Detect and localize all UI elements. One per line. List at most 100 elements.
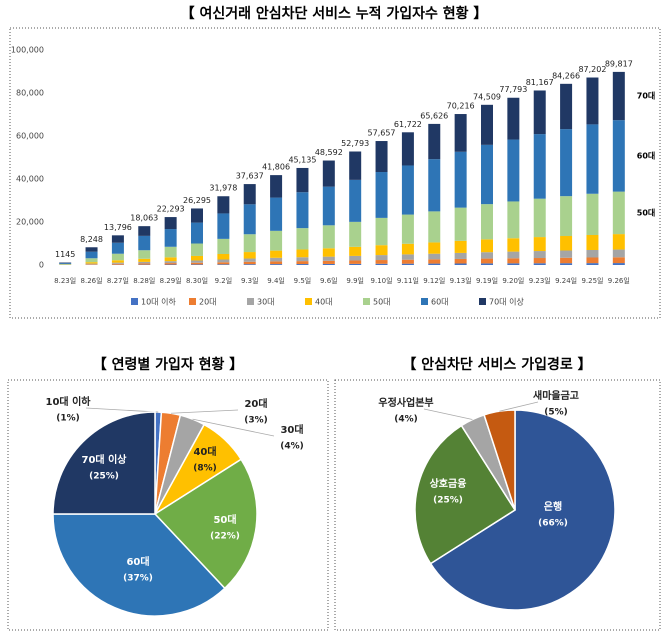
legend-swatch	[247, 298, 254, 305]
leader-line	[171, 410, 238, 413]
bar-segment	[481, 105, 493, 145]
bar-segment	[270, 264, 282, 265]
leader-line	[86, 408, 158, 412]
bar-segment	[217, 213, 229, 238]
bar-segment	[376, 255, 388, 260]
bar-segment	[428, 124, 440, 159]
bar-segment	[296, 249, 308, 257]
x-tick-label: 9.23일	[529, 276, 551, 285]
x-tick-label: 9.26일	[608, 276, 630, 285]
bar-segment	[112, 243, 124, 254]
bar-segment	[507, 140, 519, 202]
bar-segment	[191, 260, 203, 262]
bar-segment	[428, 259, 440, 263]
total-label: 77,793	[499, 85, 527, 94]
slice-label: 70대 이상	[82, 453, 128, 466]
x-tick-label: 9.9일	[346, 276, 364, 285]
bar-segment	[244, 264, 256, 265]
total-label: 26,295	[183, 196, 211, 205]
bar-segment	[455, 152, 467, 208]
bar-segment	[138, 259, 150, 262]
bar-segment	[244, 259, 256, 262]
legend-swatch	[421, 298, 428, 305]
legend-label: 70대 이상	[489, 297, 524, 307]
bar-segment	[428, 242, 440, 253]
bar-segment	[349, 256, 361, 261]
bar-segment	[428, 254, 440, 260]
bar-segment	[191, 256, 203, 261]
legend-swatch	[305, 298, 312, 305]
slice-label: 상호금융	[430, 477, 467, 490]
bar-segment	[481, 239, 493, 252]
bar-segment	[560, 263, 572, 265]
bar-segment	[560, 129, 572, 196]
bar-segment	[376, 218, 388, 245]
bar-segment	[191, 263, 203, 265]
legend-swatch	[363, 298, 370, 305]
total-label: 8,248	[80, 235, 103, 244]
annotation: 60대	[637, 150, 656, 160]
bar-segment	[534, 199, 546, 237]
bar-segment	[138, 263, 150, 264]
slice-value: (5%)	[544, 408, 568, 418]
bar-segment	[296, 168, 308, 192]
chart-title: 【 연령별 가입자 현황 】	[93, 356, 244, 373]
bar-segment	[323, 187, 335, 226]
bar-segment	[217, 262, 229, 264]
legend-label: 30대	[257, 298, 275, 307]
slice-label: 60대	[126, 555, 149, 568]
x-tick-label: 8.29일	[160, 276, 182, 285]
total-label: 74,509	[473, 92, 501, 101]
bar-segment	[270, 175, 282, 197]
bar-segment	[586, 235, 598, 250]
bar-segment	[376, 172, 388, 218]
total-label: 81,167	[526, 78, 554, 87]
bar-segment	[376, 245, 388, 255]
total-label: 89,817	[605, 59, 633, 68]
bar-segment	[402, 264, 414, 265]
bar-segment	[138, 262, 150, 264]
total-label: 1145	[55, 250, 75, 259]
x-tick-label: 9.12일	[423, 276, 445, 285]
bar-segment	[296, 228, 308, 249]
y-tick-label: 40,000	[16, 175, 44, 184]
total-label: 31,978	[209, 184, 237, 193]
legend-label: 60대	[431, 298, 449, 307]
y-tick-label: 20,000	[16, 218, 44, 227]
bar-segment	[560, 251, 572, 258]
bar-segment	[481, 259, 493, 264]
bar-segment	[507, 238, 519, 251]
bar-segment	[165, 257, 177, 261]
bar-segment	[165, 263, 177, 264]
bar-segment	[112, 263, 124, 264]
bar-segment	[165, 247, 177, 258]
bar-segment	[560, 84, 572, 129]
bar-segment	[507, 98, 519, 140]
bar-segment	[402, 244, 414, 255]
bar-segment	[86, 264, 98, 265]
bar-segment	[86, 252, 98, 259]
total-label: 45,135	[288, 155, 316, 164]
bar-segment	[244, 262, 256, 264]
chart-title: 【 여신거래 안심차단 서비스 누적 가입자수 현황 】	[181, 5, 488, 22]
slice-label: 40대	[193, 445, 216, 458]
legend-label: 50대	[373, 298, 391, 307]
x-tick-label: 8.26일	[81, 276, 103, 285]
bar-segment	[481, 145, 493, 204]
bar-segment	[296, 261, 308, 264]
bar-segment	[481, 263, 493, 265]
bar-segment	[86, 262, 98, 263]
legend-swatch	[131, 298, 138, 305]
bar-segment	[613, 192, 625, 234]
bar-segment	[296, 192, 308, 228]
bar-segment	[428, 159, 440, 211]
bar-segment	[613, 72, 625, 120]
bar-segment	[613, 263, 625, 265]
bar-segment	[191, 223, 203, 244]
bar-segment	[349, 151, 361, 179]
bar-segment	[586, 78, 598, 125]
bar-segment	[534, 90, 546, 134]
x-tick-label: 9.19일	[476, 276, 498, 285]
bar-segment	[323, 161, 335, 187]
